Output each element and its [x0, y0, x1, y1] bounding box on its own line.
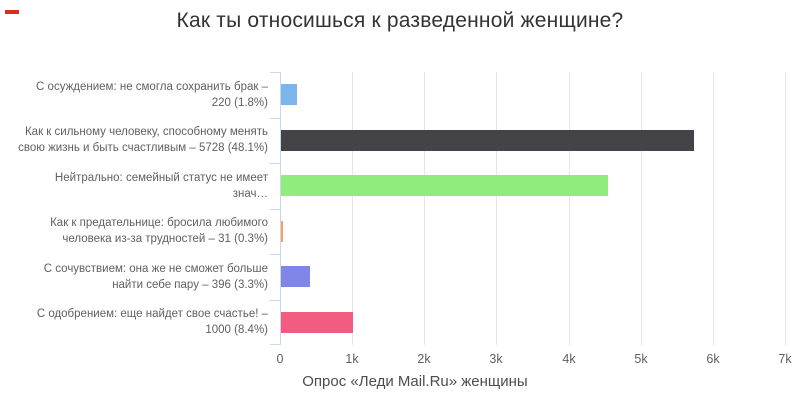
y-axis-tick: [270, 254, 280, 255]
y-axis-tick: [270, 72, 280, 73]
category-label-line: свою жизнь и быть счастливым – 5728 (48.…: [18, 142, 268, 155]
category-label-line: 1000 (8.4%): [205, 324, 268, 337]
gridline: [785, 72, 786, 345]
x-axis-title: Опрос «Леди Mail.Ru» женщины: [302, 373, 528, 390]
y-axis-tick: [270, 163, 280, 164]
bar[interactable]: [281, 130, 694, 151]
category-label: С одобрением: еще найдет свое счастье! –…: [18, 306, 268, 338]
category-label-line: С сочувствием: она же не сможет больше: [43, 262, 268, 275]
x-tick-label: 1k: [345, 352, 359, 366]
category-label-line: 220 (1.8%): [211, 96, 268, 109]
x-tick-label: 0: [276, 352, 284, 366]
category-label-line: найти себе пару – 396 (3.3%): [112, 278, 268, 291]
category-label-line: С одобрением: еще найдет свое счастье! –: [36, 308, 268, 321]
category-label: Как к предательнице: бросила любимого чел…: [18, 215, 268, 247]
y-axis-tick: [270, 118, 280, 119]
x-axis-tick-labels: 0 1k 2k 3k 4k 5k 6k 7k: [0, 352, 800, 368]
gridline: [496, 72, 497, 345]
bar[interactable]: [281, 175, 608, 196]
gridline: [424, 72, 425, 345]
category-label: Нейтрально: семейный статус не имеет зна…: [18, 170, 268, 202]
category-label-line: Как к предательнице: бросила любимого: [50, 217, 268, 230]
y-axis-line: [280, 72, 281, 345]
plot-area: [270, 72, 786, 345]
category-label-line: человека из-за трудностей – 31 (0.3%): [62, 233, 268, 246]
category-label-line: Как к сильному человеку, способному меня…: [24, 126, 268, 139]
x-tick-label: 5k: [634, 352, 648, 366]
bar[interactable]: [281, 221, 283, 242]
category-label: Как к сильному человеку, способному меня…: [18, 124, 268, 156]
x-tick-label: 2k: [417, 352, 431, 366]
bar[interactable]: [281, 312, 353, 333]
red-mark: [5, 10, 19, 14]
y-axis-tick: [270, 344, 280, 345]
bar[interactable]: [281, 84, 297, 105]
y-axis-tick: [270, 209, 280, 210]
gridline: [352, 72, 353, 345]
bar[interactable]: [281, 266, 310, 287]
category-label: С сочувствием: она же не сможет больше на…: [18, 261, 268, 293]
gridline: [713, 72, 714, 345]
x-tick-label: 6k: [706, 352, 720, 366]
category-label: С осуждением: не смогла сохранить брак –…: [18, 79, 268, 111]
gridline: [569, 72, 570, 345]
category-label-line: Нейтрально: семейный статус не имеет зна…: [54, 171, 268, 200]
x-tick-label: 3k: [489, 352, 503, 366]
x-tick-label: 7k: [778, 352, 792, 366]
chart-title: Как ты относишься к разведенной женщине?: [176, 9, 624, 32]
y-axis-tick: [270, 300, 280, 301]
x-tick-label: 4k: [562, 352, 576, 366]
category-labels: С осуждением: не смогла сохранить брак –…: [0, 72, 268, 345]
gridline: [641, 72, 642, 345]
category-label-line: С осуждением: не смогла сохранить брак –: [36, 80, 268, 93]
